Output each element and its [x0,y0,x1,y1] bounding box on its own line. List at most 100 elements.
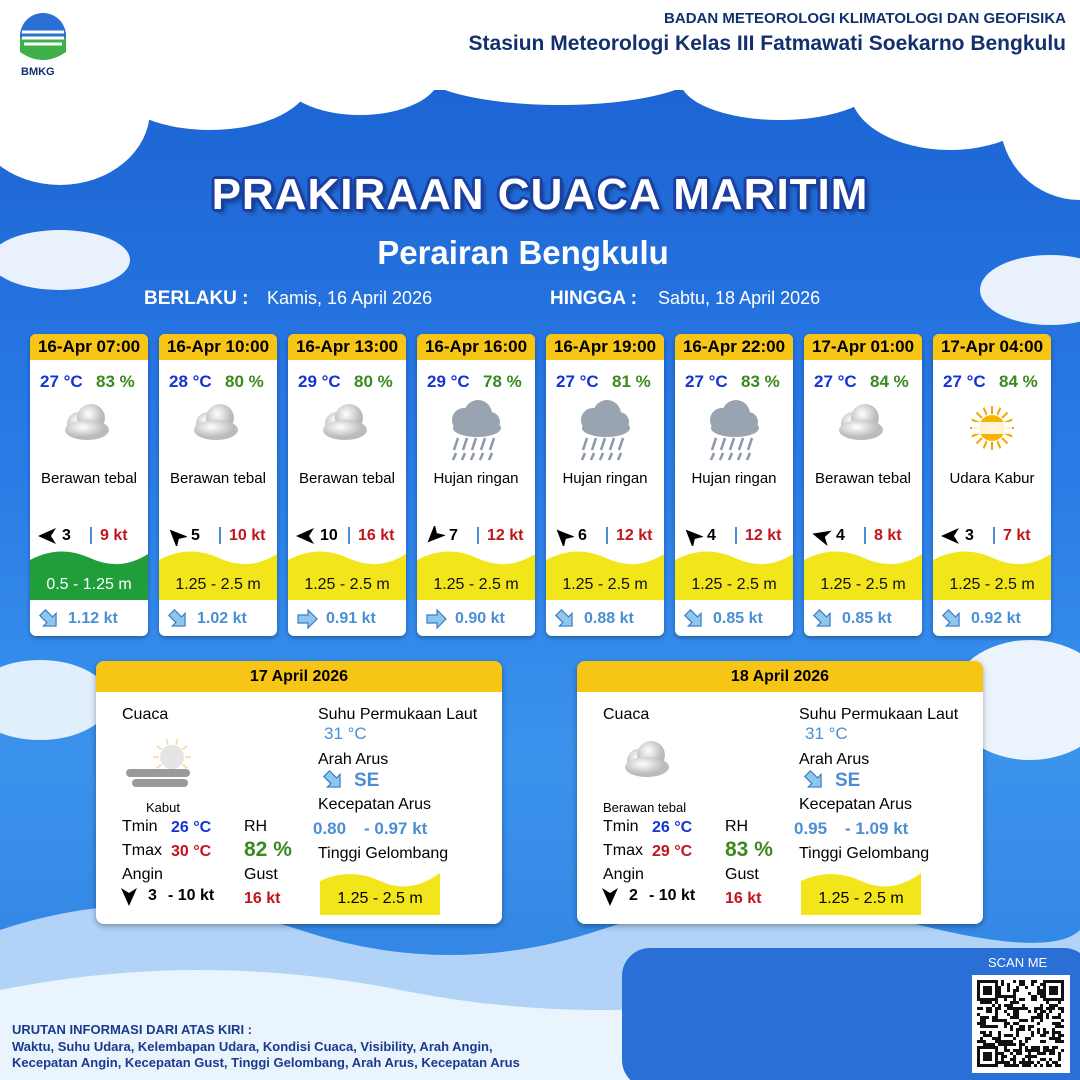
weather-text: Berawan tebal [815,470,911,487]
wind-arrow [427,526,445,543]
sst: 31 °C [324,724,367,743]
card-time: 16-Apr 19:00 [546,334,664,360]
current-dir: SE [354,770,380,791]
panel-date: 18 April 2026 [577,661,983,692]
current-speed: 0.85 kt [713,610,763,627]
info-line: Kecepatan Angin, Kecepatan Gust, Tinggi … [12,1055,520,1070]
label: Suhu Permukaan Laut [799,706,959,723]
weather-text: Berawan tebal [170,470,266,487]
gust-speed: 16 kt [358,527,395,544]
humidity: 83 % [741,372,780,391]
gust-speed: 12 kt [616,527,653,544]
wind-max: - 10 kt [168,887,215,904]
current-min: 0.95 [794,819,828,838]
weather-icon [126,738,191,787]
wind-speed: 4 [836,527,845,544]
from-label: BERLAKU : [144,288,249,309]
wave-band [933,551,1051,600]
wind-arrow [556,529,574,546]
wave-band [30,551,148,600]
scan-me: SCAN ME [988,955,1048,970]
forecast-card: 16-Apr 16:00 29 °C 78 % Hujan ringan 7 12 kt 1… [417,334,535,636]
current-dir: SE [835,770,861,791]
station-name: Stasiun Meteorologi Kelas III Fatmawati … [468,32,1066,55]
wave-band [804,551,922,600]
wind-arrow [602,888,618,906]
label: Arah Arus [318,751,389,768]
current-arrow [322,769,341,788]
wind-speed: 5 [191,527,200,544]
weather-icon [839,404,883,440]
separator [90,527,92,544]
air-temp: 27 °C [40,372,83,391]
separator [735,527,737,544]
wind-speed: 6 [578,527,587,544]
gust-speed: 12 kt [745,527,782,544]
wind-max: - 10 kt [649,887,696,904]
to-label: HINGGA : [550,288,637,309]
sst: 31 °C [805,724,848,743]
label: Arah Arus [799,751,870,768]
gust-speed: 8 kt [874,527,902,544]
logo-text: BMKG [21,66,55,78]
current-arrow [941,608,960,627]
air-temp: 27 °C [943,372,986,391]
wind-arrow [812,530,832,546]
gust-speed: 10 kt [229,527,266,544]
weather-text: Hujan ringan [562,470,648,487]
wave-height: 1.25 - 2.5 m [949,576,1035,593]
wave-height: 0.5 - 1.25 m [46,576,132,593]
weather-icon [323,404,367,440]
humidity: 78 % [483,372,522,391]
info-title: URUTAN INFORMASI DARI ATAS KIRI : [12,1022,252,1037]
title: PRAKIRAAN CUACA MARITIM [211,170,869,219]
current-arrow [297,608,318,630]
weather-text: Udara Kabur [949,470,1035,487]
card-time: 16-Apr 13:00 [288,334,406,360]
wind-arrow [941,528,959,544]
weather-text: Berawan tebal [603,800,687,815]
daily-panel: 17 April 2026 Cuaca Kabut Tmin 26 °C Tmax 30 °… [96,661,502,924]
wind-speed: 7 [449,527,458,544]
wind-arrow [121,888,137,906]
weather-icon [65,404,109,440]
tmin: 26 °C [652,819,693,836]
label: Kecepatan Arus [799,796,912,813]
label: Kecepatan Arus [318,796,431,813]
wave-height: 1.25 - 2.5 m [562,576,648,593]
humidity: 80 % [354,372,393,391]
separator [219,527,221,544]
gust-speed: 7 kt [1003,527,1031,544]
info-line: Waktu, Suhu Udara, Kelembapan Udara, Kon… [12,1039,493,1054]
current-arrow [803,769,822,788]
rh: 82 % [244,838,292,861]
forecast-card: 16-Apr 19:00 27 °C 81 % Hujan ringan 6 12 kt 1… [546,334,664,636]
current-arrow [683,608,702,627]
wind-min: 2 [629,887,638,904]
gust: 16 kt [244,890,281,907]
wave-height: 1.25 - 2.5 m [304,576,390,593]
wave-band [159,551,277,600]
tmax: 30 °C [171,843,212,860]
wave-band [320,873,440,915]
label: Tmin [603,818,639,835]
air-temp: 29 °C [427,372,470,391]
label: RH [725,818,749,835]
org-name: BADAN METEOROLOGI KLIMATOLOGI DAN GEOFIS… [664,10,1066,27]
rh: 83 % [725,838,773,861]
weather-text: Hujan ringan [691,470,777,487]
wave-band [546,551,664,600]
humidity: 84 % [999,372,1038,391]
wave-band [675,551,793,600]
weather-text: Berawan tebal [299,470,395,487]
air-temp: 27 °C [556,372,599,391]
current-speed: 0.90 kt [455,610,505,627]
panel-date: 17 April 2026 [96,661,502,692]
forecast-card: 16-Apr 13:00 29 °C 80 % Berawan tebal 10 16 k… [288,334,406,636]
current-max: - 0.97 kt [364,819,428,838]
label: Tmin [122,818,158,835]
humidity: 84 % [870,372,909,391]
wind-arrow [169,529,187,546]
forecast-card: 16-Apr 22:00 27 °C 83 % Hujan ringan 4 12 kt 1… [675,334,793,636]
